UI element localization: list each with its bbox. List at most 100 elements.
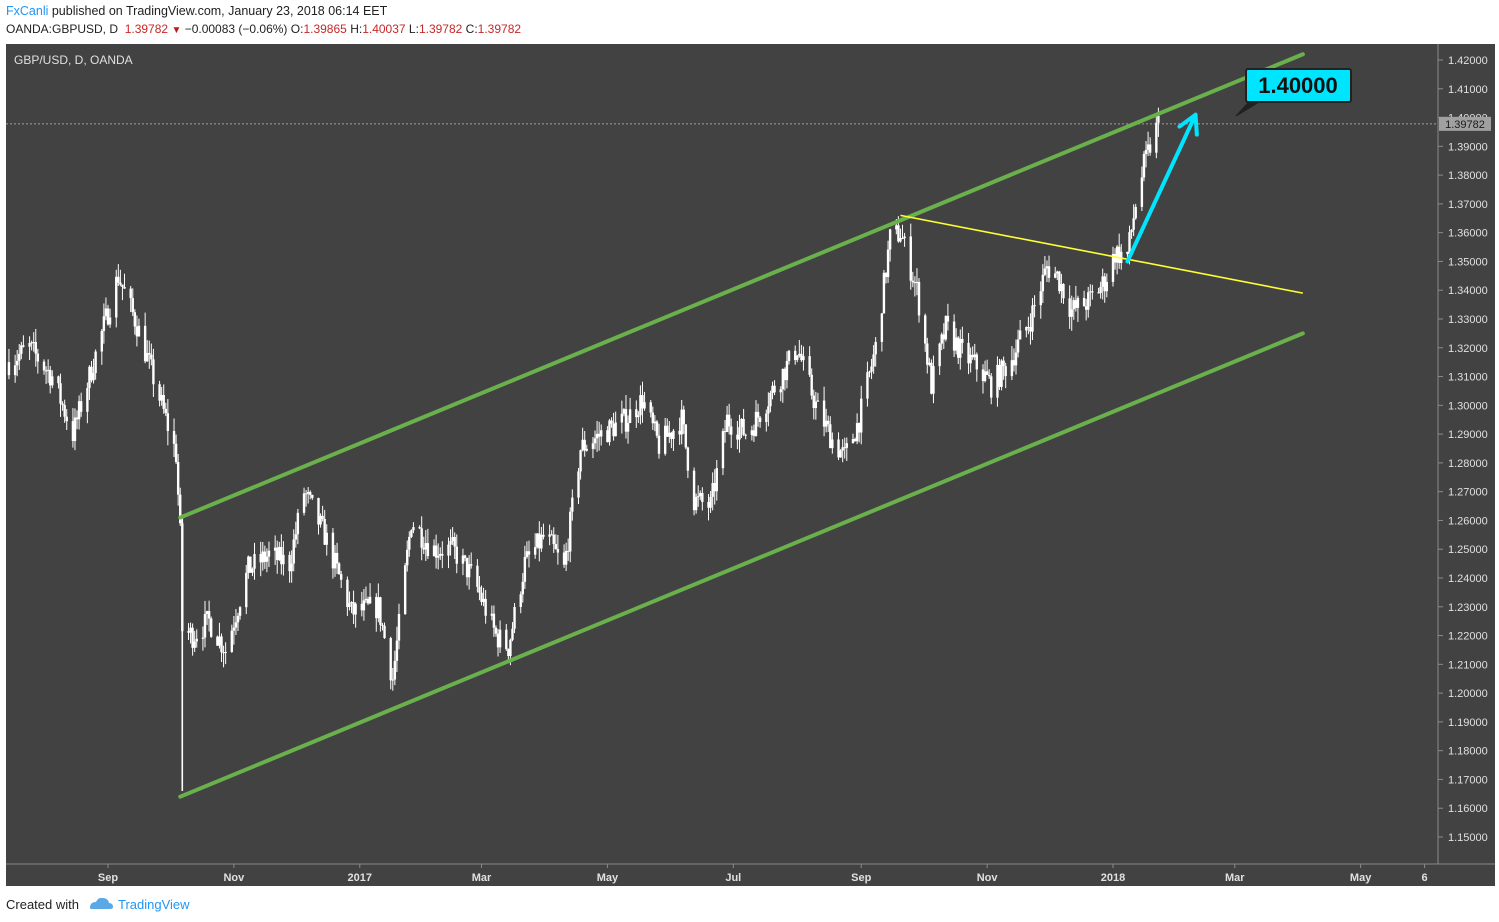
candle <box>882 269 886 314</box>
y-tick-label: 1.23000 <box>1448 602 1488 614</box>
candle-body <box>624 409 628 432</box>
candle <box>1043 256 1047 277</box>
candle-body <box>715 468 718 492</box>
candle <box>335 542 339 575</box>
candle <box>282 541 285 576</box>
candle-body <box>377 597 380 619</box>
candle-body <box>917 281 921 316</box>
candle-body <box>837 439 840 458</box>
tradingview-logo-icon <box>90 897 113 909</box>
candle-body <box>236 615 240 623</box>
candle <box>597 421 601 451</box>
candle <box>827 415 830 433</box>
candle-body <box>1089 291 1092 293</box>
candle-body <box>160 394 163 401</box>
candle <box>655 420 659 439</box>
candle-body <box>1060 283 1063 292</box>
candle <box>424 530 428 561</box>
candle-body <box>1076 297 1080 308</box>
candle <box>108 308 112 328</box>
candle-body <box>581 439 584 451</box>
price-chart[interactable]: 1.42000 1.41000 1.40000 1.39000 1.38000 1.370… <box>0 42 1499 886</box>
yellow-trendline[interactable] <box>900 214 1304 294</box>
candle <box>1016 329 1020 358</box>
candle-body <box>135 326 139 337</box>
candle <box>451 527 454 546</box>
candle <box>829 416 832 449</box>
tradingview-link[interactable]: TradingView <box>118 897 190 912</box>
price-axis[interactable] <box>1438 44 1495 864</box>
candle-body <box>22 345 25 347</box>
candle-body <box>699 493 702 497</box>
author-link[interactable]: FxCanli <box>6 4 49 18</box>
channel-lower-line[interactable] <box>178 331 1305 799</box>
candle-body <box>306 491 310 494</box>
candle <box>1025 326 1028 338</box>
y-tick-label: 1.33000 <box>1448 314 1488 326</box>
channel-upper-line[interactable] <box>178 52 1305 520</box>
y-tick-label: 1.17000 <box>1448 774 1488 786</box>
candle <box>725 405 729 433</box>
candle <box>699 490 702 501</box>
candle-body <box>577 471 580 498</box>
candle-body <box>463 555 467 558</box>
candle-body <box>1010 360 1014 377</box>
candle-body <box>507 649 510 657</box>
candle <box>193 631 196 653</box>
time-axis[interactable] <box>6 864 1495 886</box>
y-axis-ticks: 1.420001.410001.400001.390001.380001.370… <box>1438 55 1488 844</box>
callout-box <box>1245 68 1352 103</box>
candle-body <box>952 321 956 351</box>
candle-body <box>1091 291 1094 293</box>
candle-body <box>909 236 912 281</box>
candle <box>579 449 582 480</box>
candle <box>600 424 603 446</box>
candle <box>527 540 531 568</box>
candle-body <box>730 426 733 435</box>
candle-body <box>218 636 221 646</box>
y-tick-label: 1.42000 <box>1448 55 1488 67</box>
candle-body <box>723 431 727 433</box>
candle <box>61 401 64 411</box>
candle-body <box>187 631 190 633</box>
candle-body <box>232 627 236 631</box>
candle-body <box>552 534 555 545</box>
candle-body <box>752 430 756 436</box>
candle <box>490 605 494 621</box>
candle-body <box>490 613 494 616</box>
candle <box>160 386 163 406</box>
candle-body <box>643 402 646 409</box>
candle-body <box>967 342 970 364</box>
target-arrow[interactable] <box>1125 112 1199 264</box>
candle-body <box>220 636 223 653</box>
candle-body <box>179 494 182 524</box>
price-callout[interactable]: 1.40000 <box>1235 68 1352 117</box>
candle <box>465 557 469 586</box>
candle-body <box>267 550 271 557</box>
candle <box>1041 264 1045 304</box>
candle-body <box>597 433 601 437</box>
candle <box>218 622 221 649</box>
candle <box>940 332 943 351</box>
candle-body <box>808 356 811 375</box>
candle-body <box>162 394 165 409</box>
y-tick-label: 1.20000 <box>1448 688 1488 700</box>
candle-body <box>523 557 527 582</box>
candle-body <box>381 624 384 626</box>
candle-body <box>899 238 902 242</box>
candle <box>203 600 207 648</box>
candle-body <box>1058 271 1061 292</box>
candle-body <box>569 511 572 552</box>
candle-body <box>222 652 225 654</box>
candle-body <box>245 572 248 608</box>
candle <box>1072 297 1075 320</box>
candle <box>247 555 250 579</box>
candle-body <box>771 385 774 394</box>
candle-body <box>426 543 430 557</box>
candle-body <box>533 547 537 555</box>
candle <box>1103 272 1106 303</box>
candle-body <box>339 574 343 580</box>
candle-body <box>63 404 66 417</box>
candle-body <box>895 225 898 230</box>
candle <box>750 425 754 441</box>
